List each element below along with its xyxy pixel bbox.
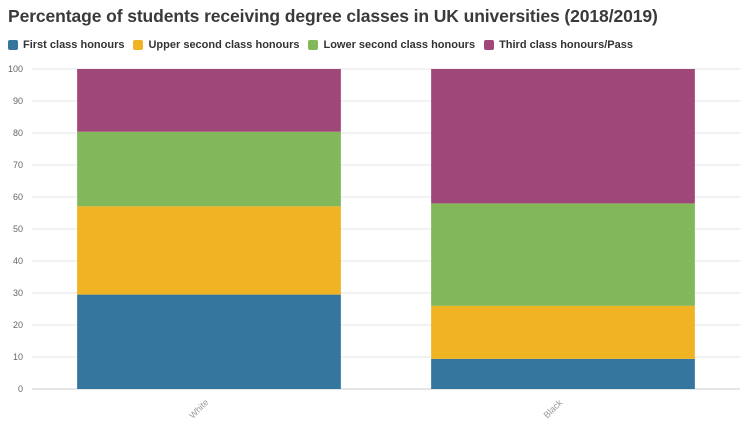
legend-item[interactable]: Third class honours/Pass — [484, 39, 633, 51]
legend: First class honours Upper second class ho… — [8, 39, 642, 51]
legend-swatch — [308, 40, 319, 50]
legend-label: Upper second class honours — [148, 39, 300, 51]
x-tick-label: White — [187, 397, 210, 420]
y-tick-label: 10 — [13, 352, 23, 362]
legend-label: First class honours — [23, 39, 125, 51]
bar-segment — [77, 206, 341, 295]
bar-segment — [431, 69, 695, 204]
y-tick-label: 70 — [13, 160, 23, 170]
x-tick-label: Black — [542, 397, 565, 420]
y-tick-label: 40 — [13, 256, 23, 266]
y-tick-label: 80 — [13, 128, 23, 138]
bar-segment — [77, 69, 341, 132]
legend-item[interactable]: Upper second class honours — [133, 39, 299, 51]
chart-title: Percentage of students receiving degree … — [8, 6, 658, 26]
legend-swatch — [8, 40, 18, 50]
y-tick-label: 0 — [18, 384, 23, 394]
legend-label: Third class honours/Pass — [499, 39, 633, 51]
y-tick-label: 60 — [13, 192, 23, 202]
y-tick-label: 30 — [13, 288, 23, 298]
bar-segment — [431, 203, 695, 306]
bar-segment — [431, 305, 695, 359]
legend-swatch — [484, 40, 495, 50]
y-tick-label: 90 — [13, 96, 23, 106]
bar-segment — [77, 131, 341, 207]
y-tick-label: 100 — [8, 64, 23, 74]
legend-item[interactable]: Lower second class honours — [308, 39, 475, 51]
bar-segment — [77, 294, 341, 389]
y-tick-label: 20 — [13, 320, 23, 330]
legend-swatch — [133, 40, 144, 50]
legend-item[interactable]: First class honours — [8, 39, 124, 51]
bar-segment — [431, 358, 695, 389]
y-tick-label: 50 — [13, 224, 23, 234]
legend-label: Lower second class honours — [323, 39, 476, 51]
